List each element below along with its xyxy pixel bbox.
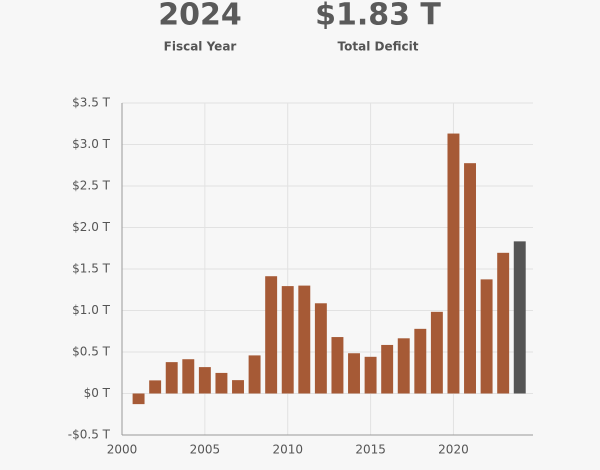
deficit-label: Total Deficit	[338, 40, 419, 54]
x-tick-label: 2000	[107, 443, 138, 457]
x-tick-label: 2010	[272, 443, 303, 457]
bar	[430, 311, 443, 394]
y-tick-label: $1.0 T	[72, 303, 111, 317]
bar	[397, 338, 410, 394]
x-tick-label: 2015	[355, 443, 386, 457]
y-tick-label: $0 T	[84, 386, 111, 400]
y-tick-label: -$0.5 T	[68, 428, 111, 442]
y-tick-label: $2.5 T	[72, 179, 111, 193]
bar	[314, 303, 327, 394]
bar	[348, 353, 360, 394]
bar	[447, 133, 460, 394]
bar	[497, 252, 510, 394]
y-tick-label: $3.5 T	[72, 96, 111, 110]
bar	[232, 380, 244, 394]
bar	[149, 380, 162, 394]
bar	[480, 279, 493, 394]
y-tick-label: $0.5 T	[72, 345, 111, 359]
deficit-value: $1.83 T	[315, 0, 441, 33]
bar	[265, 276, 278, 394]
bar	[364, 356, 377, 394]
y-tick-label: $2.0 T	[72, 220, 111, 234]
bar	[298, 285, 311, 394]
bar	[215, 372, 228, 394]
bar	[198, 367, 211, 394]
bar	[331, 337, 344, 394]
year-label: Fiscal Year	[164, 40, 237, 54]
bar	[165, 362, 178, 394]
x-tick-label: 2020	[438, 443, 469, 457]
y-tick-label: $3.0 T	[72, 137, 111, 151]
bar	[414, 328, 427, 394]
bar	[281, 286, 294, 394]
bar	[381, 344, 394, 394]
bar	[182, 359, 195, 394]
bar	[248, 355, 261, 394]
x-tick-label: 2005	[190, 443, 221, 457]
bar	[513, 241, 526, 394]
bar	[132, 393, 145, 405]
year-value: 2024	[158, 0, 242, 33]
y-tick-label: $1.5 T	[72, 262, 111, 276]
bar	[464, 163, 476, 394]
